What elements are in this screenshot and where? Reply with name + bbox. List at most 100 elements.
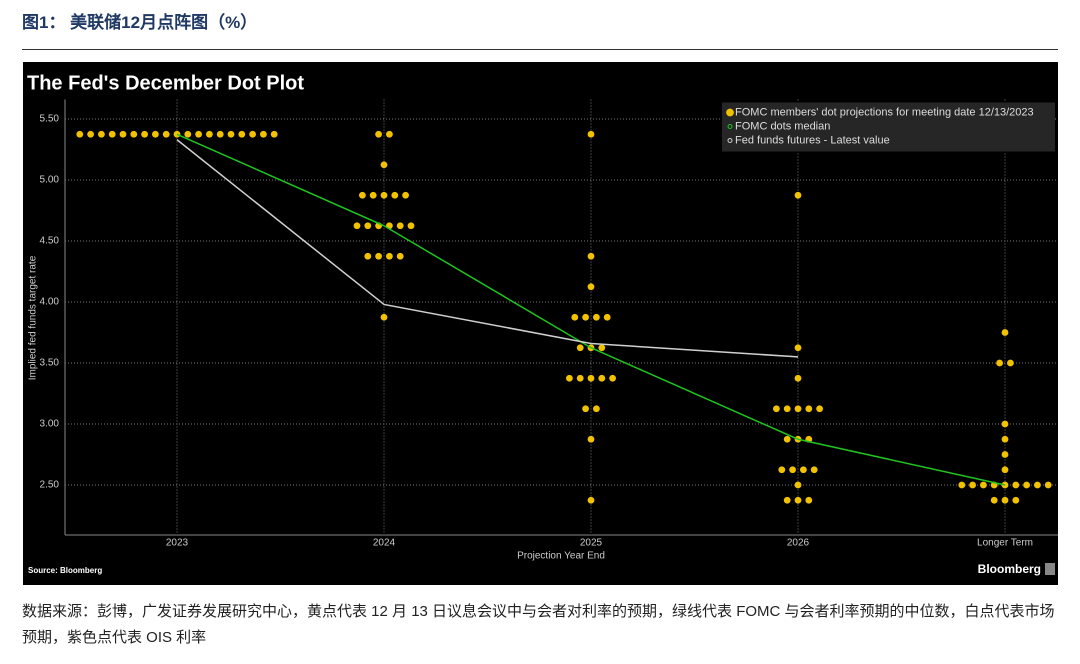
dot: [794, 405, 802, 413]
y-tick-label: 4.50: [40, 236, 60, 247]
x-axis-label: Projection Year End: [517, 551, 605, 562]
dot: [249, 130, 256, 138]
y-tick-label: 5.00: [40, 175, 60, 186]
y-tick-label: 3.00: [40, 419, 60, 430]
legend-label: FOMC members' dot projections for meetin…: [735, 106, 1034, 118]
line: [176, 133, 1006, 486]
dot: [152, 130, 159, 138]
dot: [141, 130, 149, 138]
dot: [1012, 496, 1020, 504]
legend-label: Fed funds futures - Latest value: [735, 134, 890, 146]
dot: [391, 191, 399, 199]
legend-marker: [727, 124, 733, 129]
dot: [587, 283, 595, 291]
dot: [364, 252, 372, 260]
dot: [593, 405, 600, 413]
dot: [1001, 466, 1009, 474]
dot: [587, 435, 595, 443]
dot: [990, 496, 998, 504]
dot: [1001, 496, 1009, 504]
dot: [130, 130, 138, 138]
dot: [958, 481, 966, 489]
dot: [783, 496, 791, 504]
dot: [359, 191, 366, 199]
dot: [783, 435, 791, 443]
dot: [794, 374, 802, 382]
dot: [216, 130, 224, 138]
dot: [598, 344, 606, 352]
line: [176, 139, 799, 358]
y-axis-label: Implied fed funds target rate: [28, 255, 39, 380]
brand-icon: [1045, 563, 1055, 575]
dot: [1001, 435, 1009, 443]
dot: [794, 481, 802, 489]
dot: [1023, 481, 1030, 489]
x-tick-label: Longer Term: [977, 538, 1033, 549]
dot: [587, 252, 595, 260]
legend-marker: [727, 138, 733, 143]
dot: [206, 130, 213, 138]
dot: [184, 130, 192, 138]
dot: [805, 405, 813, 413]
dot: [396, 222, 404, 230]
dot: [380, 191, 388, 199]
dot: [380, 313, 388, 321]
dot: [587, 374, 595, 382]
dot: [789, 466, 796, 474]
source-note: 数据来源：彭博，广发证券发展研究中心，黄点代表 12 月 13 日议息会议中与会…: [22, 603, 1055, 646]
dot: [396, 252, 404, 260]
dot: [260, 130, 267, 138]
dot: [108, 130, 116, 138]
dot: [571, 313, 579, 321]
figure-caption: 图1： 美联储12月点阵图（%）: [22, 13, 258, 32]
x-tick-label: 2024: [373, 538, 396, 549]
legend-marker: [726, 108, 734, 117]
dot: [566, 374, 573, 382]
dot: [800, 466, 807, 474]
dot: [778, 466, 786, 474]
dot: [773, 405, 780, 413]
dot: [270, 130, 278, 138]
dot: [353, 222, 361, 230]
dot: [98, 130, 105, 138]
dot: [1012, 481, 1020, 489]
dot: [980, 481, 987, 489]
dot: [1001, 451, 1009, 458]
dot: [1001, 420, 1009, 428]
dot: [587, 496, 595, 504]
dot: [364, 222, 372, 230]
dot: [805, 496, 813, 504]
y-tick-label: 4.00: [40, 297, 60, 308]
dot: [402, 191, 409, 199]
dot: [76, 130, 84, 138]
x-tick-label: 2025: [580, 538, 603, 549]
dot: [794, 496, 802, 504]
dot: [380, 161, 388, 169]
dot: [783, 405, 791, 413]
legend-box: [722, 102, 1055, 152]
dot: [816, 405, 823, 413]
x-tick-label: 2023: [166, 538, 189, 549]
brand: Bloomberg: [978, 562, 1041, 576]
dot: [609, 374, 616, 382]
legend-label: FOMC dots median: [735, 120, 830, 132]
dot: [969, 481, 976, 489]
dot: [238, 130, 246, 138]
x-tick-label: 2026: [787, 538, 810, 549]
dot: [386, 252, 393, 260]
y-tick-label: 2.50: [40, 480, 60, 491]
dot: [582, 405, 589, 413]
dot: [598, 374, 606, 382]
dot: [407, 222, 415, 230]
dot: [576, 374, 584, 382]
dot: [369, 191, 377, 199]
dot: [794, 344, 802, 352]
dot: [587, 130, 595, 138]
dot: [162, 130, 170, 138]
dot: [375, 130, 382, 138]
dot: [582, 313, 589, 321]
dot: [386, 130, 393, 138]
dot: [593, 313, 600, 321]
dot: [1044, 481, 1052, 489]
dot: [810, 466, 818, 474]
